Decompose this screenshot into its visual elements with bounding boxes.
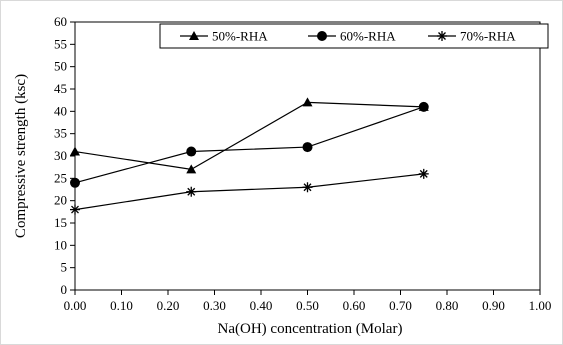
x-tick-label: 0.50 bbox=[296, 298, 319, 313]
data-point bbox=[186, 164, 197, 174]
series-line bbox=[74, 173, 424, 211]
y-tick-label: 30 bbox=[54, 148, 67, 163]
y-tick-label: 45 bbox=[54, 81, 67, 96]
series-line bbox=[74, 106, 424, 184]
data-point bbox=[418, 168, 429, 179]
y-tick-label: 55 bbox=[54, 36, 67, 51]
y-axis-label: Compressive strength (ksc) bbox=[13, 74, 29, 238]
y-tick-label: 60 bbox=[54, 14, 67, 29]
data-point bbox=[302, 182, 313, 193]
x-tick-label: 0.90 bbox=[482, 298, 505, 313]
data-point bbox=[186, 186, 197, 197]
x-axis-label: Na(OH) concentration (Molar) bbox=[218, 321, 403, 337]
y-tick-label: 15 bbox=[54, 215, 67, 230]
x-tick-label: 0.10 bbox=[110, 298, 133, 313]
y-tick-label: 20 bbox=[54, 193, 67, 208]
legend-marker bbox=[317, 31, 327, 41]
data-point bbox=[302, 97, 313, 107]
x-tick-label: 0.00 bbox=[64, 298, 87, 313]
x-tick-label: 1.00 bbox=[529, 298, 552, 313]
y-tick-label: 0 bbox=[61, 282, 68, 297]
y-tick-label: 50 bbox=[54, 59, 67, 74]
legend-label: 60%-RHA bbox=[340, 29, 396, 44]
data-point bbox=[186, 146, 197, 157]
y-tick-label: 40 bbox=[54, 103, 67, 118]
legend-marker bbox=[437, 31, 447, 41]
legend-marker bbox=[189, 31, 199, 40]
x-tick-label: 0.80 bbox=[436, 298, 459, 313]
y-tick-label: 25 bbox=[54, 170, 67, 185]
y-tick-label: 35 bbox=[54, 126, 67, 141]
legend-label: 70%-RHA bbox=[460, 29, 516, 44]
y-tick-label: 10 bbox=[54, 237, 67, 252]
plot-area: 0 5 10 15 20 25 30 35 40 45 50 55 60 0.00 0.10 0.20 0.30… bbox=[54, 14, 551, 313]
data-point bbox=[70, 204, 80, 215]
data-point bbox=[302, 142, 313, 153]
data-point bbox=[70, 146, 80, 156]
data-point bbox=[70, 177, 80, 188]
legend: 50%-RHA 60%-RHA 70%-RHA bbox=[159, 23, 549, 49]
y-tick-label: 5 bbox=[61, 260, 68, 275]
data-point bbox=[418, 101, 429, 112]
x-tick-label: 0.60 bbox=[343, 298, 366, 313]
x-tick-label: 0.30 bbox=[203, 298, 226, 313]
x-tick-label: 0.20 bbox=[157, 298, 180, 313]
legend-label: 50%-RHA bbox=[212, 29, 268, 44]
x-tick-label: 0.40 bbox=[250, 298, 273, 313]
legend-box bbox=[159, 23, 549, 49]
x-tick-label: 0.70 bbox=[389, 298, 412, 313]
series-line bbox=[74, 101, 424, 171]
